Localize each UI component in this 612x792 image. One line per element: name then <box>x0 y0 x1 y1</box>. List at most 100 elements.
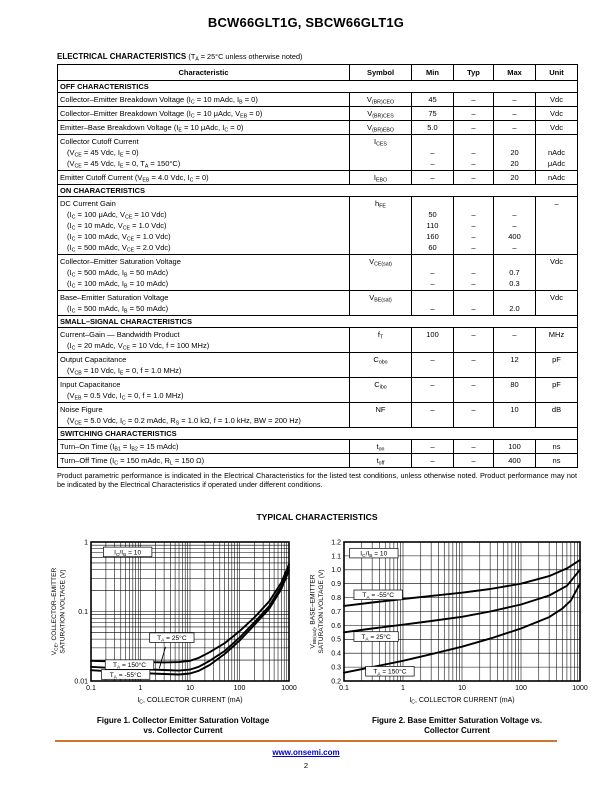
cell-max: 20 20 <box>493 134 536 171</box>
cell-characteristic: Noise Figure (VCE = 5.0 Vdc, IC = 0.2 mAd… <box>57 402 350 428</box>
cell-max: 12 <box>493 352 536 378</box>
table-row: Current–Gain — Bandwidth Product (IC = 20… <box>57 327 578 353</box>
svg-text:1.0: 1.0 <box>331 567 341 574</box>
series-curve <box>343 582 581 674</box>
cell-max: – <box>493 92 536 107</box>
cell-max: 80 <box>493 377 536 403</box>
cell-typ: – <box>453 106 494 121</box>
svg-text:TA = 25°C: TA = 25°C <box>157 634 187 644</box>
caption-line: Figure 2. Base Emitter Saturation Voltag… <box>371 715 543 725</box>
spec-table-body: OFF CHARACTERISTICS Collector–Emitter Bre… <box>57 80 578 468</box>
table-header-row: Characteristic Symbol Min Typ Max Unit <box>57 64 578 81</box>
table-row: DC Current Gain (IC = 100 μAdc, VCE = 10 … <box>57 196 578 255</box>
svg-text:0.5: 0.5 <box>331 637 341 644</box>
curve-label: TA = 25°C <box>353 631 399 643</box>
plot-border <box>343 541 581 682</box>
svg-text:TA = 25°C: TA = 25°C <box>361 633 391 643</box>
cell-typ: – <box>453 327 494 353</box>
cell-typ: – <box>453 402 494 428</box>
cell-characteristic: Output Capacitance (VCB = 10 Vdc, IE = 0,… <box>57 352 350 378</box>
series-curve <box>343 558 581 607</box>
cell-unit: Vdc <box>535 290 578 316</box>
cell-min: – – <box>411 254 454 291</box>
cell-min: – <box>411 170 454 185</box>
cell-characteristic: Collector–Emitter Saturation Voltage (IC … <box>57 254 350 291</box>
svg-text:1.1: 1.1 <box>331 553 341 560</box>
caption-line: Figure 1. Collector Emitter Saturation V… <box>96 715 270 725</box>
cell-unit: Vdc <box>535 254 578 291</box>
cell-typ: – – <box>453 254 494 291</box>
figure-1-chart: IC/IB = 10 TA = 25°C TA = 150°CTA = -55°C 0… <box>51 539 297 706</box>
cell-max: 100 <box>493 439 536 454</box>
cell-symbol: Cibo <box>349 377 412 403</box>
section-header-row: SWITCHING CHARACTERISTICS <box>57 427 578 440</box>
cell-characteristic: Input Capacitance (VEB = 0.5 Vdc, IC = 0,… <box>57 377 350 403</box>
cell-unit: ns <box>535 439 578 454</box>
svg-text:0.1: 0.1 <box>78 609 88 616</box>
cell-min: – <box>411 453 454 468</box>
cell-min: 75 <box>411 106 454 121</box>
cell-unit: nAdc <box>535 170 578 185</box>
svg-text:IC/IB = 10: IC/IB = 10 <box>360 550 387 559</box>
cell-min: – <box>411 377 454 403</box>
cell-unit: pF <box>535 352 578 378</box>
cell-unit: Vdc <box>535 106 578 121</box>
onsemi-link[interactable]: www.onsemi.com <box>272 748 340 757</box>
svg-text:0.6: 0.6 <box>331 623 341 630</box>
cell-unit: MHz <box>535 327 578 353</box>
cell-min: – <box>411 402 454 428</box>
cell-max: 10 <box>493 402 536 428</box>
cell-characteristic: Collector–Emitter Breakdown Voltage (IC … <box>57 106 350 121</box>
svg-text:TA = 150°C: TA = 150°C <box>113 661 146 671</box>
cell-symbol: VCE(sat) <box>349 254 412 291</box>
curve-label: TA = 150°C <box>104 659 155 671</box>
page-footer: www.onsemi.com 2 <box>0 740 612 770</box>
table-row: Base–Emitter Saturation Voltage (IC = 500… <box>57 290 578 316</box>
table-row: Output Capacitance (VCB = 10 Vdc, IE = 0,… <box>57 352 578 378</box>
cell-typ: – <box>453 453 494 468</box>
section-header-row: ON CHARACTERISTICS <box>57 184 578 197</box>
col-header-characteristic: Characteristic <box>57 64 350 81</box>
section-header-row: OFF CHARACTERISTICS <box>57 80 578 93</box>
footnote-text: Product parametric performance is indica… <box>57 471 577 490</box>
svg-text:10: 10 <box>458 685 466 692</box>
cell-characteristic: Turn–On Time (IB1 = IB2 = 15 mAdc) <box>57 439 350 454</box>
svg-text:100: 100 <box>234 685 246 692</box>
svg-text:10: 10 <box>186 685 194 692</box>
curve-label: TA = -55°C <box>353 589 403 601</box>
figures-row: IC/IB = 10 TA = 25°C TA = 150°C TA = -55°C 0… <box>44 532 612 737</box>
cell-typ: – <box>453 352 494 378</box>
cell-max: 400 <box>493 453 536 468</box>
heading-note: (TA = 25°C unless otherwise noted) <box>188 52 303 63</box>
svg-text:1: 1 <box>84 539 88 546</box>
cell-symbol: V(BR)EBO <box>349 120 412 135</box>
electrical-characteristics-heading: ELECTRICAL CHARACTERISTICS (TA = 25°C un… <box>57 52 577 63</box>
svg-text:0.2: 0.2 <box>331 678 341 685</box>
section-title: SMALL–SIGNAL CHARACTERISTICS <box>57 315 578 328</box>
cell-min: – – <box>411 134 454 171</box>
x-axis-title: IC, COLLECTOR CURRENT (mA) <box>137 697 242 706</box>
table-row: Collector–Emitter Saturation Voltage (IC … <box>57 254 578 291</box>
y-axis-title-line1: VBE(sat), BASE–EMITTER <box>310 574 319 648</box>
cell-typ: – – – – <box>453 196 494 255</box>
curve-label: TA = -55°C <box>100 669 151 680</box>
typical-characteristics-heading: TYPICAL CHARACTERISTICS <box>256 511 378 522</box>
cell-typ: – <box>453 439 494 454</box>
cell-characteristic: Emitter–Base Breakdown Voltage (IE = 10 … <box>57 120 350 135</box>
cell-symbol: toff <box>349 453 412 468</box>
caption-line: Collector Current <box>424 726 490 736</box>
cell-symbol: NF <box>349 402 412 428</box>
cell-symbol: Cobo <box>349 352 412 378</box>
svg-text:0.9: 0.9 <box>331 581 341 588</box>
cell-max: – <box>493 120 536 135</box>
cell-symbol: V(BR)CES <box>349 106 412 121</box>
table-row: Turn–Off Time (IC = 150 mAdc, RL = 150 Ω… <box>57 453 578 468</box>
cell-typ: – <box>453 170 494 185</box>
cell-symbol: V(BR)CEO <box>349 92 412 107</box>
cell-max: 20 <box>493 170 536 185</box>
curve-label: TA = 150°C <box>365 665 415 677</box>
table-row: Collector–Emitter Breakdown Voltage (IC … <box>57 92 578 107</box>
cell-unit: – <box>535 196 578 255</box>
svg-text:0.1: 0.1 <box>339 685 349 692</box>
cell-max: – <box>493 106 536 121</box>
